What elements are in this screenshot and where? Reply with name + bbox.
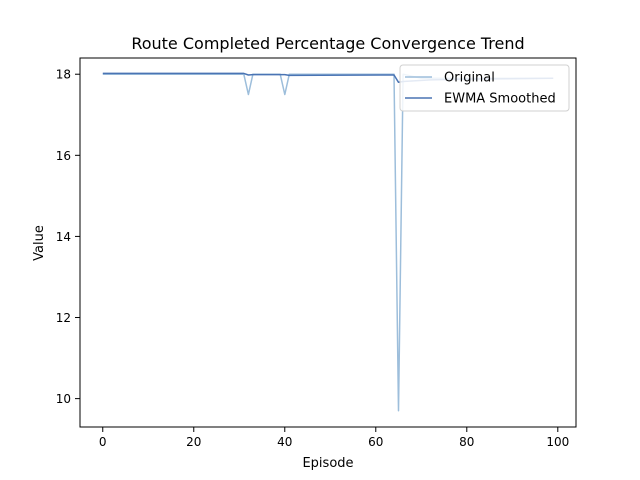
plot-frame <box>79 57 577 428</box>
legend-label: Original <box>444 71 495 86</box>
x-tick-label: 60 <box>368 435 383 449</box>
series-line-original <box>102 73 554 412</box>
legend-label: EWMA Smoothed <box>444 92 556 107</box>
y-axis: 10 12 14 16 18 <box>56 68 80 406</box>
y-tick-label: 14 <box>56 230 71 244</box>
y-axis-label: Value <box>32 225 47 261</box>
x-axis: 0 20 40 60 80 100 <box>99 427 569 449</box>
x-tick-label: 40 <box>277 435 292 449</box>
y-tick-label: 18 <box>56 68 71 82</box>
legend: Original EWMA Smoothed <box>399 64 570 112</box>
plot-lines <box>102 72 554 412</box>
y-tick-label: 16 <box>56 149 71 163</box>
y-tick-label: 10 <box>56 392 71 406</box>
chart-title: Route Completed Percentage Convergence T… <box>131 34 524 53</box>
y-tick-label: 12 <box>56 311 71 325</box>
x-tick-label: 20 <box>186 435 201 449</box>
x-tick-label: 100 <box>546 435 569 449</box>
legend-box <box>399 64 570 112</box>
x-axis-label: Episode <box>302 456 353 471</box>
x-tick-label: 80 <box>459 435 474 449</box>
x-tick-label: 0 <box>99 435 107 449</box>
